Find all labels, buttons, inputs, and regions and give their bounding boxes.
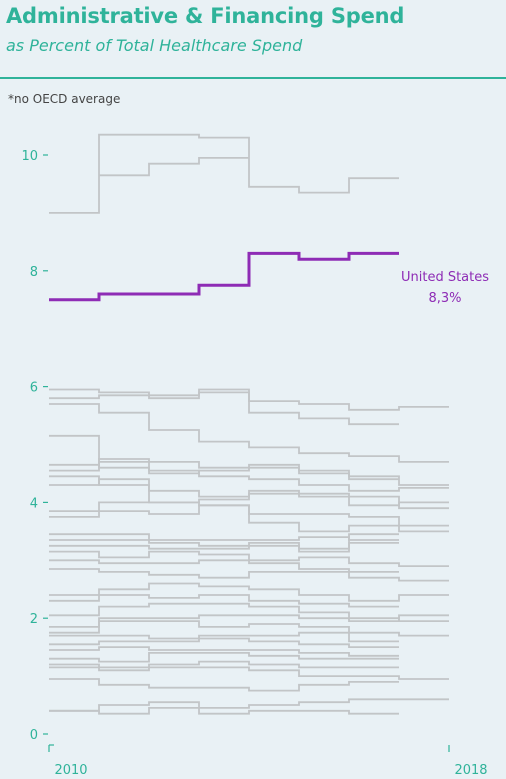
country-series-line-21 <box>49 602 449 622</box>
country-series-line-19 <box>49 582 449 602</box>
country-series-line-25 <box>49 637 399 648</box>
country-series-line-20 <box>49 594 399 608</box>
country-series-line-4 <box>49 391 399 426</box>
country-series-line-22 <box>49 614 449 628</box>
united-states-value-label: 8,3% <box>428 291 461 306</box>
country-series-line-18 <box>49 568 449 582</box>
country-series-line-17 <box>49 559 399 573</box>
country-series-line-5 <box>49 403 449 463</box>
country-series-line-23 <box>49 620 449 637</box>
x-tick-label-2010: 2010 <box>54 763 87 778</box>
y-tick-label-10: 10 <box>21 149 38 164</box>
country-series-line-29 <box>49 666 449 680</box>
chart-title: Administrative & Financing Spend <box>6 4 405 28</box>
country-series-line-27 <box>49 652 399 663</box>
country-series-line-16 <box>49 550 449 567</box>
y-tick-label-4: 4 <box>30 496 38 511</box>
country-series-line-9 <box>49 475 449 510</box>
united-states-label: United States <box>401 270 489 285</box>
y-tick-label-6: 6 <box>30 381 38 396</box>
country-series-line-30 <box>49 678 399 692</box>
country-series-line-15 <box>49 542 399 553</box>
y-tick-label-0: 0 <box>30 728 38 743</box>
country-series-line-7 <box>49 458 449 486</box>
footnote-no-oecd-average: *no OECD average <box>8 92 121 106</box>
header-divider <box>0 77 506 79</box>
chart-subtitle: as Percent of Total Healthcare Spend <box>6 36 303 55</box>
country-series-line-10 <box>49 478 449 507</box>
country-series-line-6 <box>49 434 449 492</box>
y-tick-label-8: 8 <box>30 265 38 280</box>
united-states-series-line <box>49 251 399 302</box>
x-tick-label-2018: 2018 <box>454 763 487 778</box>
country-series-line-24 <box>49 631 399 643</box>
country-series-line-32 <box>49 707 399 715</box>
country-series-line-1 <box>49 133 399 214</box>
country-series-line-2 <box>99 157 249 177</box>
country-series-line-8 <box>49 461 399 481</box>
y-tick-label-2: 2 <box>30 612 38 627</box>
country-series-line-26 <box>49 646 399 657</box>
country-series-line-12 <box>49 504 449 533</box>
country-series-line-31 <box>49 698 449 712</box>
